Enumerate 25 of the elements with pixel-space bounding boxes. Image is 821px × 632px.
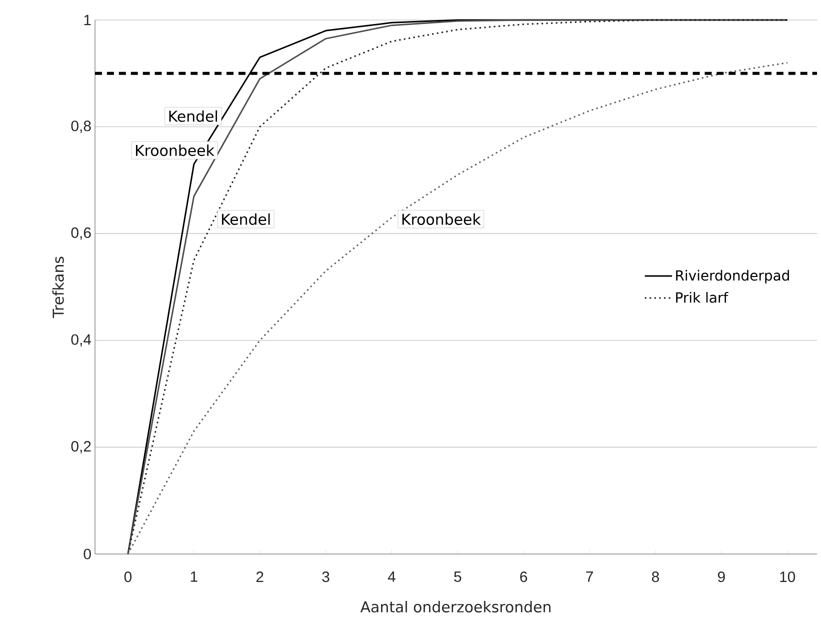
annotation: Kendel	[169, 110, 217, 122]
x-tick-label: 0	[124, 572, 132, 582]
x-tick-label: 2	[256, 572, 264, 582]
x-tick-label: 1	[190, 572, 198, 582]
x-axis-title: Aantal onderzoeksronden	[360, 600, 550, 612]
x-tick-label: 10	[780, 572, 796, 582]
x-tick-label: 8	[652, 572, 659, 582]
y-tick-label: 0,8	[71, 120, 91, 133]
annotation: Kendel	[222, 213, 270, 225]
y-axis-title: Trefkans	[52, 256, 64, 318]
y-tick-label: 0,2	[71, 441, 91, 454]
x-tick-label: 9	[718, 572, 725, 582]
x-tick-label: 5	[454, 572, 462, 582]
annotation: Kroonbeek	[402, 213, 481, 225]
x-tick-label: 3	[322, 572, 330, 582]
legend-label: Prik larf	[676, 292, 728, 303]
y-tick-label: 0,4	[71, 334, 92, 347]
x-tick-label: 6	[520, 572, 528, 582]
x-tick-label: 4	[388, 572, 396, 582]
annotation: Kroonbeek	[136, 144, 214, 156]
x-tick-label: 7	[586, 572, 593, 582]
y-tick-label: 0,6	[71, 227, 91, 240]
y-tick-label: 1	[84, 14, 91, 26]
legend-label: Rivierdonderpad	[676, 270, 789, 284]
y-tick-label: 0	[84, 548, 91, 560]
